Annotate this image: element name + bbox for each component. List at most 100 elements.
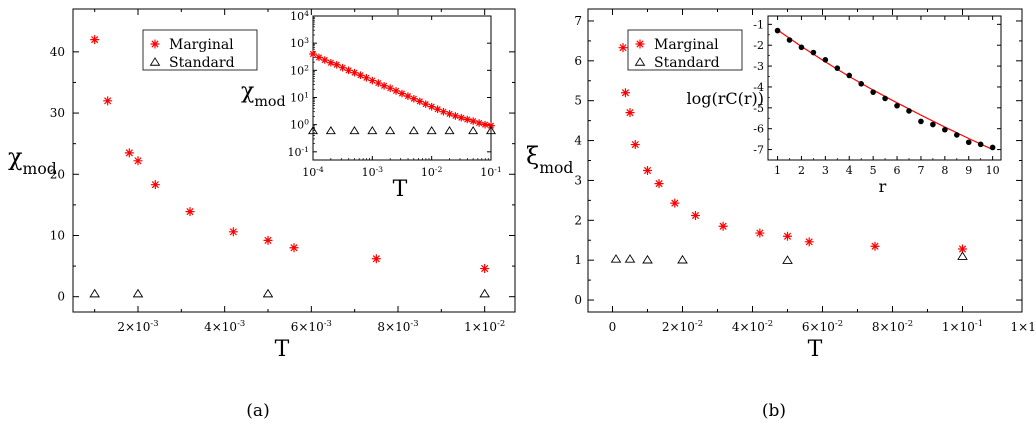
inset-y-tick-label: 102	[290, 63, 309, 78]
inset-standard-point	[385, 126, 396, 135]
inset-standard-point	[367, 126, 378, 135]
inset-x-tick-label: 9	[965, 164, 972, 177]
inset-data-point	[882, 95, 888, 102]
y-tick-label: 2	[574, 213, 582, 227]
inset-data-point	[977, 141, 984, 148]
inset-marginal-point	[463, 115, 472, 124]
marginal-point	[755, 228, 765, 238]
caption-b: (b)	[762, 401, 786, 421]
inset-standard-point	[468, 126, 479, 135]
inset-x-tick-label: 5	[870, 164, 877, 177]
marginal-point	[718, 221, 728, 231]
inset-standard-point	[426, 126, 437, 135]
y-tick-label: 0	[57, 290, 65, 304]
inset-data-point	[810, 49, 817, 56]
inset-data-point	[918, 118, 924, 125]
x-tick-label: 8×10-2	[872, 318, 913, 334]
inset-marginal-point	[469, 117, 477, 125]
inset-marginal-point	[427, 102, 436, 111]
inset-marginal-point	[386, 84, 394, 92]
x-tick-label: 4×10-3	[204, 318, 245, 334]
marginal-point	[643, 165, 652, 175]
inset-x-tick-label: 3	[822, 164, 829, 177]
inset-x-tick-label: 10-2	[421, 165, 443, 180]
inset-data-point	[965, 139, 972, 146]
inset-marginal-point	[320, 56, 329, 64]
inset-x-tick-label: 10	[986, 164, 1000, 177]
inset-marginal-point	[392, 87, 400, 95]
inset-y-axis-label: log(rC(r))	[687, 89, 765, 108]
inset-data-point	[786, 37, 793, 43]
inset-marginal-point	[350, 68, 359, 77]
marginal-point	[90, 35, 100, 45]
inset-x-tick-label: 10-3	[362, 165, 384, 180]
legend-standard-marker	[634, 57, 646, 66]
y-tick-label: 20	[50, 167, 65, 181]
inset-x-tick-label: 7	[917, 164, 924, 177]
y-tick-label: 5	[574, 94, 582, 108]
panel-a: 0 10 20 30 40 2×10-3 4×10-3 6×10-3 8×10-3 1×10-2 T…	[8, 8, 516, 421]
inset-y-tick-label: -1	[753, 18, 764, 31]
marginal-point	[480, 264, 490, 274]
inset-marginal-point	[487, 121, 495, 130]
inset-marginal-point	[380, 81, 388, 90]
legend-marginal-label: Marginal	[169, 37, 234, 53]
inset-marginal-point	[481, 120, 489, 129]
inset-frame	[312, 15, 492, 161]
standard-point	[262, 288, 274, 298]
legend-standard-marker	[149, 57, 161, 66]
inset-x-tick-label: 2	[798, 164, 805, 177]
marginal-point	[124, 148, 134, 158]
inset-marginal-point	[315, 53, 323, 62]
inset-marginal-point	[445, 110, 454, 118]
plot-frame	[72, 8, 516, 313]
x-tick-label: 1×10-1	[942, 318, 983, 334]
marginal-point	[371, 254, 381, 264]
x-axis-label: T	[275, 337, 290, 362]
standard-point	[132, 288, 144, 298]
inset-data-point	[942, 126, 948, 133]
inset-marginal-point	[475, 119, 483, 127]
inset-marginal-point	[356, 71, 365, 80]
inset-marginal-point	[362, 74, 371, 82]
inset-marginal-point	[457, 113, 466, 122]
inset-x-axis-label: T	[393, 177, 408, 202]
inset-marginal-point	[368, 76, 377, 85]
panel-b: 0 1 2 3 4 5 6 7 0 2×10-2 4×10-2 6×10-2 8×10-2 1×10-1 1…	[526, 8, 1035, 421]
marginal-point	[618, 43, 628, 53]
inset-y-tick-label: 100	[290, 117, 309, 132]
inset-data-point	[870, 89, 876, 95]
inset-y-tick-label: -5	[753, 102, 764, 115]
inset-marginal-point	[433, 105, 442, 114]
inset-y-tick-label: -3	[753, 60, 764, 73]
x-axis-label: T	[808, 337, 823, 362]
x-tick-label: 4×10-2	[732, 318, 773, 334]
x-tick-label: 1×10-1	[1011, 318, 1035, 334]
y-tick-label: 40	[50, 45, 65, 59]
inset-data-point	[774, 27, 781, 34]
inset-marginal-point	[421, 100, 430, 108]
y-axis-label: ξmod	[526, 142, 573, 177]
y-axis-label: χmod	[8, 143, 57, 178]
standard-point	[624, 254, 636, 263]
inset-marginal-point	[410, 94, 418, 103]
marginal-point	[958, 244, 967, 254]
legend: Marginal Standard	[627, 29, 743, 71]
inset-marginal-point	[416, 97, 424, 106]
marginal-point	[783, 231, 792, 241]
inset-marginal-point	[332, 60, 341, 69]
inset-x-tick-label: 4	[846, 164, 853, 177]
inset-data-point	[930, 121, 936, 128]
inset-standard-point	[485, 126, 497, 135]
legend-box	[627, 29, 743, 71]
inset-marginal-point	[404, 92, 412, 100]
inset-y-tick-label: 104	[290, 9, 309, 24]
marginal-point	[630, 140, 640, 150]
inset-frame	[767, 15, 1002, 161]
y-tick-label: 10	[50, 228, 65, 242]
marginal-point	[289, 243, 299, 253]
inset-standard-point	[408, 126, 419, 135]
inset-standard-point	[349, 126, 360, 135]
inset-data-point	[834, 65, 841, 71]
y-tick-label: 1	[574, 253, 582, 267]
